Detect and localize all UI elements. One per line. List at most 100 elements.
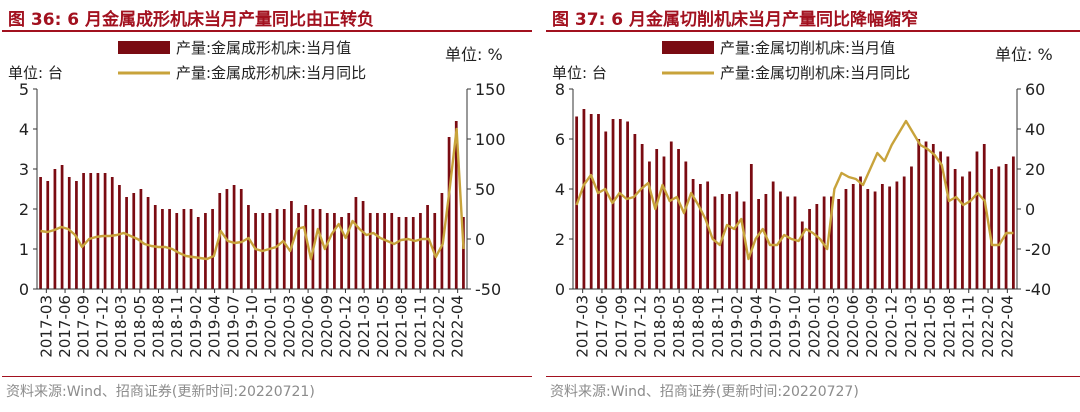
bar xyxy=(713,196,717,289)
x-tick-label: 2019-10 xyxy=(786,295,804,358)
x-tick-label: 2017-12 xyxy=(93,295,111,358)
bar xyxy=(254,213,257,289)
source-note: 资料来源:Wind、招商证券(更新时间:20220727) xyxy=(550,384,859,400)
left-unit-label: 单位: 台 xyxy=(8,64,63,82)
bar xyxy=(888,186,892,289)
bar xyxy=(640,144,644,289)
x-tick-label: 2018-08 xyxy=(689,295,707,358)
bar xyxy=(604,131,608,289)
bar xyxy=(924,141,928,289)
bar xyxy=(830,196,833,289)
bar xyxy=(982,144,986,289)
bar xyxy=(340,217,343,289)
bar xyxy=(397,217,401,289)
x-tick-label: 2020-01 xyxy=(805,295,823,358)
footer-rule xyxy=(546,376,1080,377)
bar xyxy=(837,199,841,289)
x-tick-label: 2019-04 xyxy=(206,295,224,358)
bar xyxy=(910,166,913,289)
x-tick-label: 2020-12 xyxy=(336,295,354,358)
bar xyxy=(771,181,775,289)
bar xyxy=(851,184,855,289)
source-note: 资料来源:Wind、招商证券(更新时间:20220721) xyxy=(6,384,315,400)
bar xyxy=(698,184,702,289)
bar xyxy=(211,209,214,289)
bar xyxy=(146,197,150,289)
bar xyxy=(866,189,870,289)
bar xyxy=(404,217,408,289)
x-tick-label: 2021-11 xyxy=(411,295,429,358)
bar xyxy=(597,114,600,289)
x-tick-label: 2018-03 xyxy=(112,295,130,358)
left-tick-label: 5 xyxy=(19,80,29,99)
bar xyxy=(82,173,85,289)
right-tick-label: 0 xyxy=(475,230,485,249)
bar xyxy=(204,213,207,289)
left-tick-label: 0 xyxy=(19,280,29,299)
bar xyxy=(161,209,164,289)
right-tick-label: -50 xyxy=(475,280,501,299)
x-tick-label: 2020-09 xyxy=(318,295,336,358)
right-tick-label: 20 xyxy=(1025,160,1045,179)
bar xyxy=(447,137,451,289)
x-tick-label: 2019-10 xyxy=(243,295,261,358)
bar xyxy=(742,201,746,289)
bar xyxy=(655,149,659,289)
right-tick-label: 0 xyxy=(1025,200,1035,219)
bar xyxy=(633,134,637,289)
x-tick-label: 2018-11 xyxy=(709,295,727,358)
bar xyxy=(354,197,358,289)
bar xyxy=(669,141,673,289)
bar xyxy=(757,199,760,289)
bar xyxy=(333,213,336,289)
x-tick-label: 2021-08 xyxy=(393,295,411,358)
x-tick-label: 2022-02 xyxy=(430,295,448,358)
right-tick-label: 60 xyxy=(1025,80,1045,99)
bar xyxy=(89,173,93,289)
bar xyxy=(368,213,372,289)
bar xyxy=(859,176,862,289)
legend-bar-label: 产量:金属成形机床:当月值 xyxy=(176,39,351,57)
right-tick-label: 150 xyxy=(475,80,506,99)
left-tick-label: 6 xyxy=(555,130,565,149)
x-tick-label: 2022-02 xyxy=(979,295,997,358)
bar xyxy=(953,169,957,289)
bar xyxy=(268,213,272,289)
left-tick-label: 4 xyxy=(555,180,565,199)
legend-bar-label: 产量:金属切削机床:当月值 xyxy=(720,39,895,57)
x-tick-label: 2022-04 xyxy=(449,295,467,358)
legend-bar-swatch xyxy=(118,41,170,54)
bar xyxy=(419,213,422,289)
left-tick-label: 3 xyxy=(19,160,29,179)
bar xyxy=(297,213,300,289)
x-tick-label: 2020-12 xyxy=(883,295,901,358)
bar xyxy=(232,185,236,289)
right-tick-label: 100 xyxy=(475,130,506,149)
bar xyxy=(390,213,394,289)
bar xyxy=(662,156,666,289)
bar xyxy=(454,121,458,289)
bar xyxy=(946,156,950,289)
bar xyxy=(800,221,804,289)
x-tick-label: 2021-08 xyxy=(940,295,958,358)
bar xyxy=(880,184,884,289)
chart-title: 图 37: 6 月金属切削机床当月产量同比降幅缩窄 xyxy=(552,10,919,30)
x-tick-label: 2018-08 xyxy=(150,295,168,358)
bar xyxy=(304,205,308,289)
bar xyxy=(132,193,136,289)
right-tick-label: 50 xyxy=(475,180,495,199)
x-tick-label: 2017-06 xyxy=(56,295,74,358)
yoy-line xyxy=(40,127,465,261)
x-tick-label: 2020-01 xyxy=(262,295,280,358)
x-tick-label: 2021-03 xyxy=(355,295,373,358)
bar xyxy=(917,139,921,289)
x-tick-label: 2020-06 xyxy=(844,295,862,358)
left-tick-label: 4 xyxy=(19,120,29,139)
bar xyxy=(239,189,243,289)
bar xyxy=(411,217,415,289)
bar xyxy=(218,193,222,289)
left-unit-label: 单位: 台 xyxy=(552,64,607,82)
title-rule xyxy=(2,30,532,32)
bar xyxy=(582,109,586,289)
